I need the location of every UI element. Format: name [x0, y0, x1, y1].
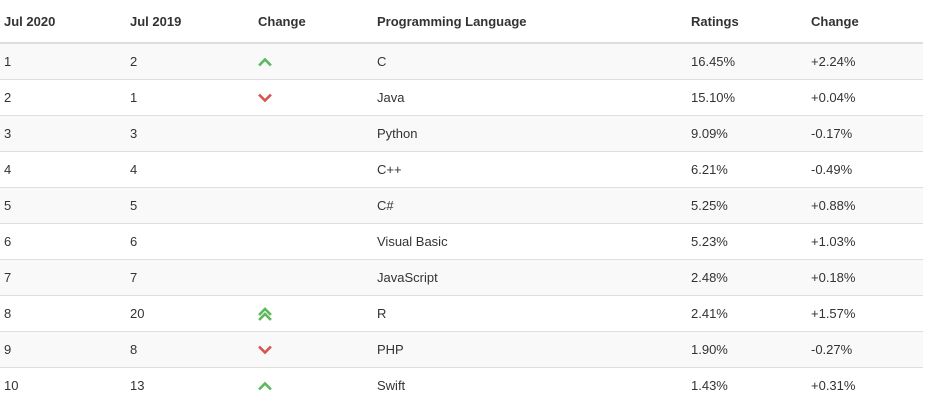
header-jul-2019: Jul 2019: [126, 0, 254, 44]
cell-trend: [254, 43, 373, 80]
cell-jul-2020: 1: [0, 43, 126, 80]
cell-language: Swift: [373, 367, 687, 403]
cell-language: C#: [373, 187, 687, 224]
cell-jul-2019: 3: [126, 115, 254, 152]
cell-jul-2020: 6: [0, 223, 126, 260]
table-row: 8 20 R 2.41% +1.57%: [0, 295, 923, 332]
cell-language: Visual Basic: [373, 223, 687, 260]
cell-jul-2019: 6: [126, 223, 254, 260]
cell-change: -0.49%: [807, 151, 923, 188]
table-row: 2 1 Java 15.10% +0.04%: [0, 79, 923, 116]
cell-change: +0.31%: [807, 367, 923, 403]
cell-trend: [254, 223, 373, 260]
cell-language: R: [373, 295, 687, 332]
cell-jul-2019: 13: [126, 367, 254, 403]
cell-change: +1.57%: [807, 295, 923, 332]
chevron-down-icon: [258, 343, 272, 357]
cell-change: +1.03%: [807, 223, 923, 260]
cell-language: JavaScript: [373, 259, 687, 296]
cell-jul-2020: 7: [0, 259, 126, 296]
header-programming-language: Programming Language: [373, 0, 687, 44]
cell-ratings: 5.25%: [687, 187, 807, 224]
cell-change: +2.24%: [807, 43, 923, 80]
cell-change: +0.88%: [807, 187, 923, 224]
cell-language: C++: [373, 151, 687, 188]
double-chevron-up-icon: [258, 306, 272, 321]
table-row: 5 5 C# 5.25% +0.88%: [0, 187, 923, 224]
cell-trend: [254, 367, 373, 403]
chevron-up-icon: [258, 379, 272, 393]
cell-change: -0.17%: [807, 115, 923, 152]
cell-jul-2019: 1: [126, 79, 254, 116]
cell-ratings: 6.21%: [687, 151, 807, 188]
cell-jul-2020: 3: [0, 115, 126, 152]
cell-trend: [254, 331, 373, 368]
cell-ratings: 5.23%: [687, 223, 807, 260]
table-row: 4 4 C++ 6.21% -0.49%: [0, 151, 923, 188]
cell-jul-2019: 4: [126, 151, 254, 188]
table-row: 10 13 Swift 1.43% +0.31%: [0, 367, 923, 403]
cell-trend: [254, 115, 373, 152]
table-row: 3 3 Python 9.09% -0.17%: [0, 115, 923, 152]
header-row: Jul 2020 Jul 2019 Change Programming Lan…: [0, 0, 923, 44]
cell-ratings: 9.09%: [687, 115, 807, 152]
cell-trend: [254, 187, 373, 224]
cell-change: -0.27%: [807, 331, 923, 368]
cell-change: +0.18%: [807, 259, 923, 296]
cell-change: +0.04%: [807, 79, 923, 116]
cell-jul-2020: 4: [0, 151, 126, 188]
cell-ratings: 16.45%: [687, 43, 807, 80]
chevron-down-icon: [258, 91, 272, 105]
cell-ratings: 2.48%: [687, 259, 807, 296]
header-change-rank: Change: [254, 0, 373, 44]
cell-trend: [254, 295, 373, 332]
cell-jul-2019: 8: [126, 331, 254, 368]
cell-ratings: 1.90%: [687, 331, 807, 368]
cell-jul-2019: 7: [126, 259, 254, 296]
table-body: 1 2 C 16.45% +2.24% 2 1 Java 15.10% +0.04% 3 3 Pytho…: [0, 43, 923, 403]
header-change-ratings: Change: [807, 0, 923, 44]
cell-language: Java: [373, 79, 687, 116]
table-row: 6 6 Visual Basic 5.23% +1.03%: [0, 223, 923, 260]
cell-language: C: [373, 43, 687, 80]
header-ratings: Ratings: [687, 0, 807, 44]
cell-language: Python: [373, 115, 687, 152]
table-row: 9 8 PHP 1.90% -0.27%: [0, 331, 923, 368]
cell-ratings: 15.10%: [687, 79, 807, 116]
cell-jul-2019: 2: [126, 43, 254, 80]
cell-jul-2019: 5: [126, 187, 254, 224]
header-jul-2020: Jul 2020: [0, 0, 126, 44]
cell-trend: [254, 151, 373, 188]
cell-jul-2020: 2: [0, 79, 126, 116]
table-header: Jul 2020 Jul 2019 Change Programming Lan…: [0, 0, 923, 44]
cell-ratings: 2.41%: [687, 295, 807, 332]
cell-jul-2020: 5: [0, 187, 126, 224]
cell-jul-2019: 20: [126, 295, 254, 332]
cell-jul-2020: 8: [0, 295, 126, 332]
cell-jul-2020: 10: [0, 367, 126, 403]
cell-trend: [254, 259, 373, 296]
table-row: 7 7 JavaScript 2.48% +0.18%: [0, 259, 923, 296]
cell-trend: [254, 79, 373, 116]
chevron-up-icon: [258, 55, 272, 69]
cell-ratings: 1.43%: [687, 367, 807, 403]
cell-jul-2020: 9: [0, 331, 126, 368]
table-row: 1 2 C 16.45% +2.24%: [0, 43, 923, 80]
cell-language: PHP: [373, 331, 687, 368]
